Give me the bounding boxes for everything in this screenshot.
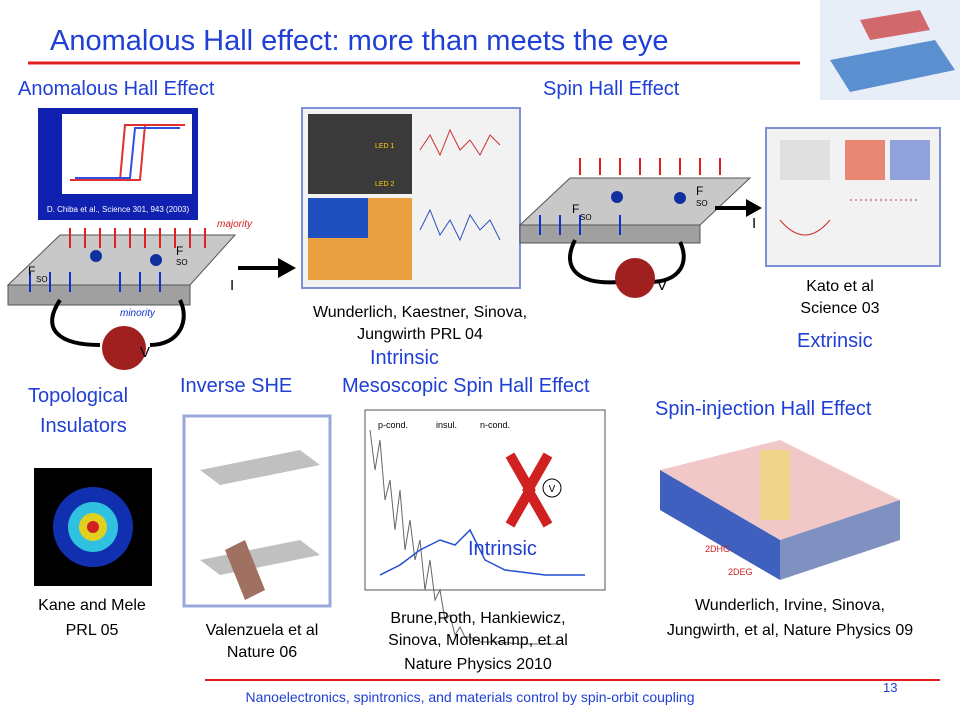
figure-text: 2DHG [705,544,730,554]
citation: Nature 06 [227,644,297,661]
heading: Mesoscopic Spin Hall Effect [342,375,590,397]
heading: Inverse SHE [180,375,292,397]
figure-text: 2DEG [728,567,753,577]
mesoscopic-figure: p-cond. insul. n-cond. V [364,409,606,645]
corner-art [820,0,960,100]
citation: Brune,Roth, Hankiewicz, [390,610,565,627]
force-label: F [696,184,703,198]
ishe-figure [182,414,332,608]
kato-figure [765,127,941,267]
figure-text: n-cond. [480,420,510,430]
citation: Science 03 [800,300,879,317]
citation: Valenzuela et al [206,622,319,639]
citation: Wunderlich, Irvine, Sinova, [695,597,885,614]
voltage-label: V [140,344,150,361]
footer-text: Nanoelectronics, spintronics, and materi… [246,689,695,705]
tag: Extrinsic [797,330,873,352]
page-number: 13 [883,680,897,695]
hall-bar: F SO F SO V majority minority I [6,219,296,370]
citation: Sinova, Molenkamp, et al [388,632,568,649]
force-label: F [176,244,183,258]
force-label: F [572,202,579,216]
citation: Kato et al [806,278,874,295]
hysteresis-figure: D. Chiba et al., Science 301, 943 (2003) [38,108,198,220]
heading: Anomalous Hall Effect [18,78,215,100]
heading: Spin Hall Effect [543,78,680,100]
voltage-label: V [657,277,667,294]
figure-text: p-cond. [378,420,408,430]
citation: Kane and Mele [38,597,146,614]
citation: Nature Physics 2010 [404,656,552,673]
force-label: SO [36,275,48,284]
ti-figure [34,468,152,586]
current-label: I [752,215,756,232]
tag: Intrinsic [370,347,439,369]
figure-text: D. Chiba et al., Science 301, 943 (2003) [47,205,190,214]
figure-text: insul. [436,420,457,430]
spin-hall-bar: F SO F SO V I [518,158,762,298]
current-label: I [230,277,234,294]
force-label: F [28,264,35,278]
heading: Spin-injection Hall Effect [655,398,872,420]
force-label: SO [176,258,188,267]
spin-injection-figure: 2DHG 2DEG [660,440,900,580]
minority-label: minority [120,308,156,319]
led-figure: LED 1 LED 2 [301,107,521,289]
heading: Insulators [40,415,127,437]
majority-label: majority [217,219,253,230]
tag: Intrinsic [468,538,537,560]
slide-title: Anomalous Hall effect: more than meets t… [50,25,668,57]
force-label: SO [696,199,708,208]
citation: Wunderlich, Kaestner, Sinova, [313,304,527,321]
citation: Jungwirth PRL 04 [357,326,483,343]
voltage-label: V [549,484,556,495]
citation: PRL 05 [66,622,119,639]
heading: Topological [28,385,128,407]
figure-text: LED 1 [375,143,395,150]
figure-text: LED 2 [375,181,395,188]
force-label: SO [580,213,592,222]
citation: Jungwirth, et al, Nature Physics 09 [667,622,913,639]
